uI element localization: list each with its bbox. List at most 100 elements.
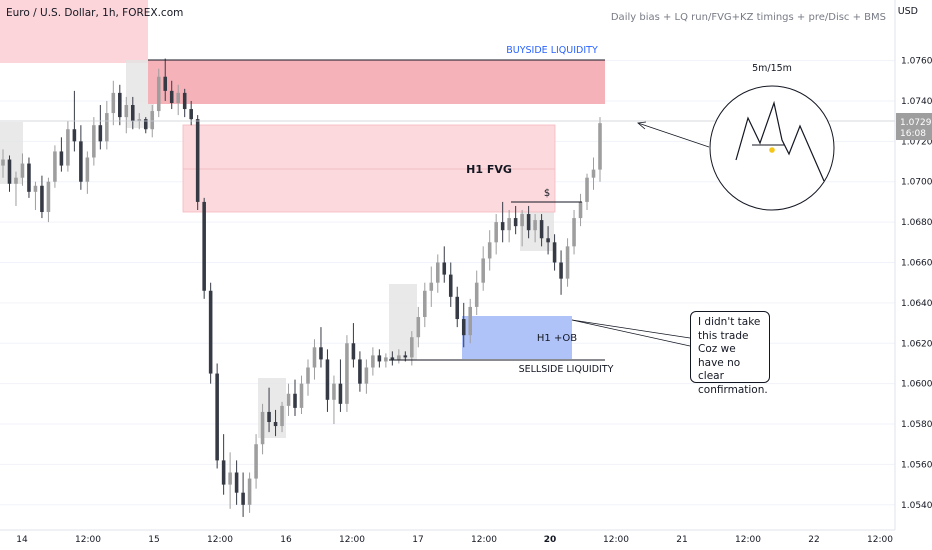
x-tick-label: 12:00 [207,535,233,545]
candle-bear [559,262,563,279]
candle-bull [332,383,336,400]
candle-bull [494,222,498,243]
price-badge: 1.07296 16:08 [896,113,932,140]
candle-bear [130,105,135,122]
x-tick-label: 14 [16,535,28,545]
y-tick-label: 1.07600 [901,57,932,67]
y-tick-label: 1.05400 [901,501,932,511]
candle-bear [293,393,297,408]
candle-bull [598,123,602,170]
bullish-ob-zone [462,316,572,359]
candle-bull [306,367,310,384]
candle-bear [7,159,12,184]
y-tick-label: 1.07000 [901,178,932,188]
price-axis[interactable]: 1.07600 1.07400 1.07200 1.07000 1.06800 1.066… [894,0,932,530]
candle-bear [27,163,31,192]
supply-zone [148,60,605,104]
candle-bull [150,111,155,130]
candle-bull [520,214,524,227]
candle-bull [53,151,57,182]
callout-note: I didn't take this trade Coz we have no … [690,311,770,396]
fvg-zone [182,124,556,213]
candle-bull [468,306,473,336]
x-tick-label: 12:00 [867,535,893,545]
candle-bull [345,343,349,404]
x-tick-label: 12:00 [339,535,365,545]
candle-bear [448,274,453,297]
candle-bull [397,355,401,360]
chart-subtitle: Daily bias + LQ run/FVG+KZ timings + pre… [610,12,886,23]
candle-bull [124,105,129,118]
candle-bear [273,422,278,427]
candle-bear [552,242,557,263]
bulb-icon [769,147,775,153]
candle-bull [423,290,427,318]
candle-bear [182,92,187,110]
x-tick-label: 17 [412,535,423,545]
candle-bull [429,282,434,291]
candle-bear [208,290,213,374]
candle-bull [435,262,440,283]
candle-bull [410,337,414,358]
candle-bear [202,201,206,291]
candle-bull [20,163,25,178]
candles-layer [1,58,602,517]
candle-bull [105,113,109,142]
price-badge-price: 1.07296 [900,118,932,128]
candle-bear [319,347,323,360]
ltf-circle-label: 5m/15m [752,63,792,74]
candle-bear [358,359,362,384]
candle-bear [351,343,356,360]
price-badge-countdown: 16:08 [900,129,926,139]
candle-bull [371,355,375,368]
zones-layer [0,0,605,438]
callout-pointer-1 [571,319,691,339]
candle-bull [416,317,421,338]
candle-bull [474,282,479,307]
y-tick-label: 1.06200 [901,339,932,349]
x-tick-label: 12:00 [603,535,629,545]
buyside-label: BUYSIDE LIQUIDITY [506,45,598,56]
candle-bull [254,444,258,479]
y-tick-label: 1.07400 [901,97,932,107]
candle-bear [98,125,103,142]
candle-bull [533,220,537,231]
y-tick-label: 1.06600 [901,259,932,269]
candle-bull [260,411,265,445]
x-tick-label: 12:00 [75,535,101,545]
pointer-lines [571,121,710,347]
candle-bull [137,119,142,122]
sellside-label: SELLSIDE LIQUIDITY [519,364,614,375]
candle-bull [565,246,570,279]
candle-bear [325,359,330,400]
candle-bull [507,218,511,231]
candle-bear [163,76,168,91]
dollar-label: $ [544,188,550,199]
candle-bear [442,262,447,275]
x-tick-label: 12:00 [471,535,497,545]
supply-zone-top-left [0,0,148,63]
candle-bear [513,218,518,227]
x-tick-label: 16 [280,535,292,545]
candle-bull [228,472,232,485]
candle-bull [247,478,252,505]
candle-bull [384,357,388,362]
candle-bear [546,238,550,243]
candle-bear [526,214,531,231]
y-tick-label: 1.06800 [901,218,932,228]
candle-bull [46,181,51,213]
candle-bear [215,373,219,461]
candle-bull [286,393,291,406]
time-axis[interactable]: 14 12:00 15 12:00 16 12:00 17 12:00 20 12:00 21 12:… [0,529,895,545]
y-tick-label: 1.05800 [901,420,932,430]
x-tick-label: 15 [148,535,159,545]
candle-bear [59,151,64,166]
chart-title: Euro / U.S. Dollar, 1h, FOREX.com [6,7,184,19]
consolidation-box [0,122,23,184]
x-tick-label: 20 [544,535,557,545]
candle-bear [390,357,395,360]
ltf-price-path [735,100,825,182]
candle-bull [572,218,576,247]
candle-bear [403,355,408,358]
